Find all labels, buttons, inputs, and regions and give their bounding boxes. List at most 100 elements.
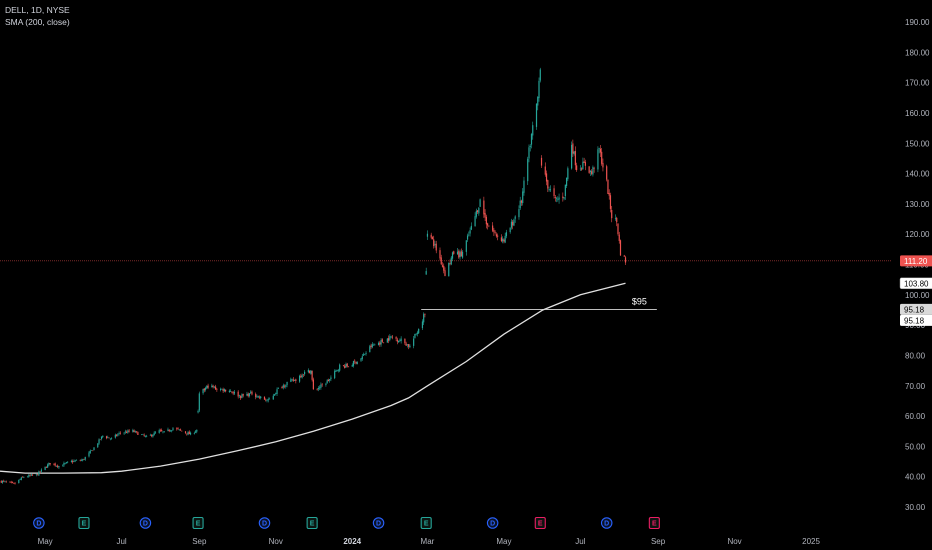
candle-body (372, 345, 375, 346)
candle-body (283, 385, 286, 387)
candle-body (286, 381, 288, 386)
symbol-title[interactable]: DELL, 1D, NYSE (5, 5, 70, 15)
candle (409, 344, 411, 349)
candle-body (617, 223, 619, 235)
event-marker-letter: E (424, 521, 429, 528)
candle (257, 395, 259, 399)
candle (258, 395, 261, 400)
candle-body (582, 161, 584, 170)
candle-body (465, 240, 467, 252)
candle-body (19, 479, 21, 480)
earnings-marker: E (534, 516, 546, 530)
candle-body (188, 431, 190, 435)
candle-body (291, 379, 293, 380)
candle (311, 370, 313, 382)
candle-body (241, 394, 243, 398)
candle-body (608, 193, 610, 196)
indicator-title[interactable]: SMA (200, close) (5, 17, 70, 27)
candle (539, 67, 541, 83)
candle (468, 231, 470, 237)
candle-body (45, 467, 47, 468)
candle (572, 139, 574, 157)
candle (213, 386, 215, 389)
candle (39, 471, 41, 474)
price-axis-tags: 111.20 103.80 95.18 95.18 (899, 255, 932, 326)
candle (416, 330, 419, 337)
candle-body (519, 200, 521, 209)
candle (168, 429, 170, 433)
time-axis[interactable]: May Jul Sep Nov 2024 Mar May Jul Sep Nov 2025 (38, 537, 821, 546)
candle (426, 230, 429, 241)
candle (28, 473, 30, 478)
candle (339, 363, 341, 373)
candle-body (355, 361, 357, 364)
candle (435, 240, 437, 254)
y-tick-label: 100.00 (905, 291, 930, 300)
candle-body (9, 481, 11, 483)
dividend-marker: D (486, 517, 499, 529)
candle-body (93, 447, 95, 451)
candle-body (225, 389, 227, 392)
candle-body (84, 456, 86, 460)
x-tick-label: May (38, 537, 53, 546)
candle (530, 132, 533, 149)
candle (355, 361, 357, 365)
candle-body (142, 434, 144, 435)
candle (115, 434, 118, 437)
candle-body (431, 237, 434, 240)
price-tag-annotation2 (900, 314, 932, 326)
candle (158, 428, 160, 434)
candle-body (325, 383, 327, 385)
candle-body (342, 365, 345, 366)
earnings-marker: E (648, 516, 660, 530)
event-marker-letter: D (36, 521, 41, 528)
candle-body (181, 430, 183, 432)
candle-body (63, 463, 65, 466)
candle (514, 215, 516, 223)
candle (92, 450, 94, 452)
candle (67, 461, 69, 464)
candle-body (99, 439, 101, 441)
candle (474, 212, 476, 227)
x-tick-label: Mar (421, 537, 435, 546)
candle-body (114, 434, 116, 438)
candle-body (374, 344, 376, 346)
candle (381, 338, 383, 343)
candle-body (351, 365, 353, 367)
candle (386, 338, 388, 343)
candle (450, 256, 452, 266)
candle (329, 379, 331, 383)
candle-body (537, 96, 539, 106)
candle (408, 344, 410, 350)
candle (263, 396, 266, 400)
candle (159, 428, 162, 432)
candle-body (532, 125, 534, 136)
candle (184, 431, 187, 435)
candle-layer (0, 67, 627, 485)
candle (117, 433, 119, 437)
candle (342, 364, 345, 367)
candle-body (213, 386, 215, 388)
candle (295, 378, 297, 384)
candle (260, 395, 262, 400)
candle-body (426, 233, 429, 237)
candle (369, 344, 371, 353)
candle (109, 438, 111, 441)
candle (598, 147, 600, 154)
candle (365, 351, 367, 356)
candle (321, 383, 323, 387)
candle-body (257, 396, 259, 398)
dividend-marker-shape (139, 517, 152, 529)
candle (554, 194, 556, 202)
candle (441, 262, 444, 268)
candle-body (434, 244, 436, 245)
candle-body (123, 432, 125, 434)
price-tag-label: 95.18 (904, 305, 925, 314)
candle (230, 389, 232, 392)
candle (449, 259, 451, 266)
candle-body (443, 265, 445, 271)
price-axis[interactable]: 30.0040.0050.0060.0070.0080.0090.00100.0… (905, 18, 930, 512)
candle (576, 162, 578, 172)
candle (377, 341, 380, 346)
